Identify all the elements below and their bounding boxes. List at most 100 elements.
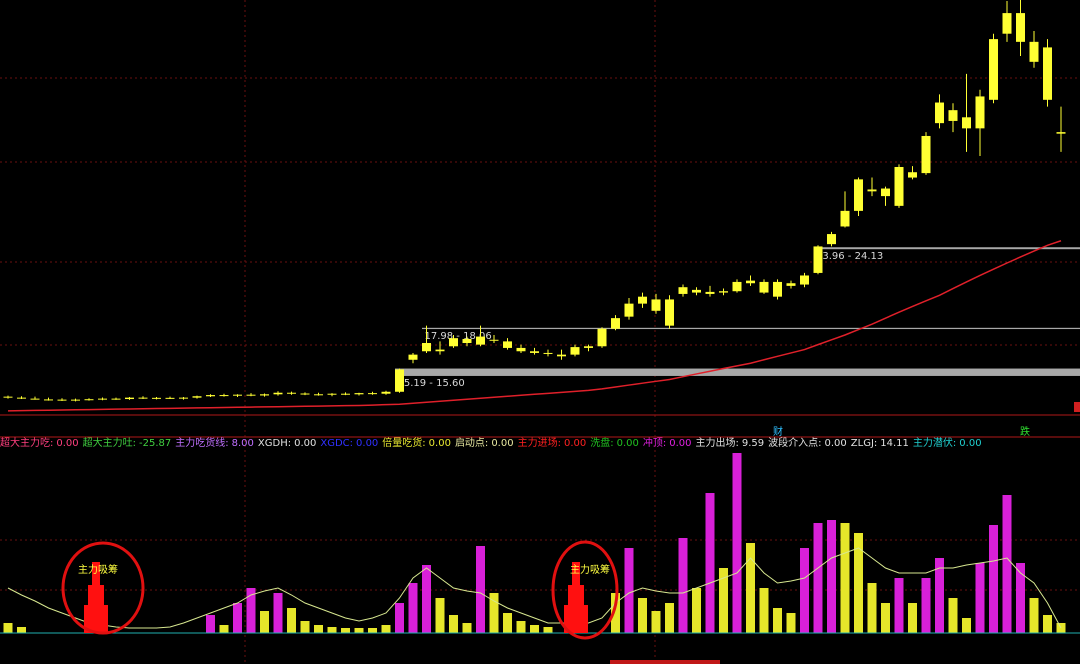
indicator-bar xyxy=(827,520,836,633)
candle-body xyxy=(395,369,404,392)
candle-body xyxy=(449,338,458,347)
indicator-bar xyxy=(395,603,404,633)
indicator-bar xyxy=(678,538,688,633)
candle-body xyxy=(152,397,161,399)
price-zone xyxy=(395,368,1080,376)
indicator-bar xyxy=(219,625,229,633)
indicator-bar xyxy=(17,627,26,633)
candle-body xyxy=(867,189,877,192)
candle-body xyxy=(638,296,647,304)
indicator-bar xyxy=(813,523,823,633)
candle-body xyxy=(435,349,445,352)
signal-bars xyxy=(564,562,588,633)
candle-body xyxy=(543,352,553,354)
indicator-name: 波段介入点: xyxy=(768,438,822,449)
candle-body xyxy=(71,399,80,401)
indicator-name: 启动点: xyxy=(454,438,489,449)
candle-body xyxy=(503,341,512,348)
indicator-name: 洗盘: xyxy=(590,438,614,449)
indicator-bar xyxy=(719,568,728,633)
indicator-value: 14.11 xyxy=(880,438,909,449)
event-marker: 财 xyxy=(773,425,783,438)
indicator-value: 8.00 xyxy=(231,438,254,449)
indicator-bar xyxy=(975,563,985,633)
indicator-bar xyxy=(921,578,931,633)
indicator-name: 倍量吃货: xyxy=(382,438,426,449)
indicator-bar xyxy=(246,588,256,633)
indicator-name: 主力潜伏: xyxy=(912,438,957,449)
candle-body xyxy=(773,281,782,297)
indicator-line xyxy=(7,547,1062,629)
indicator-bar xyxy=(233,603,242,633)
indicator-bar xyxy=(435,598,445,633)
candle-body xyxy=(30,398,40,400)
candle-body xyxy=(962,117,971,129)
candle-body xyxy=(1016,13,1025,42)
indicator-bar xyxy=(314,625,323,633)
candle-body xyxy=(935,102,944,124)
indicator-bar xyxy=(759,588,769,633)
moving-average xyxy=(7,240,1062,412)
indicator-value: -25.87 xyxy=(139,438,172,449)
candle-body xyxy=(138,397,148,399)
candle-body xyxy=(165,397,175,399)
indicator-value: 0.00 xyxy=(824,438,847,449)
indicator-bar xyxy=(341,628,350,633)
indicator-bar xyxy=(3,623,13,633)
candle-body xyxy=(665,299,674,326)
candle-body xyxy=(651,299,661,311)
legend-item: 超大主力吃: 0.00 xyxy=(0,437,79,451)
legend-item: 冲顶: 0.00 xyxy=(643,437,692,451)
indicator-bar xyxy=(503,613,512,633)
candle-body xyxy=(908,172,917,178)
annotation: 主力吸筹 xyxy=(78,563,118,576)
indicator-bar xyxy=(530,625,539,633)
candle-body xyxy=(1002,13,1012,34)
indicator-bar xyxy=(746,543,755,633)
candle-body xyxy=(989,39,998,100)
candle-body xyxy=(516,347,526,352)
event-marker: 跌 xyxy=(1020,425,1030,438)
candle-body xyxy=(975,96,985,129)
candle-body xyxy=(300,393,310,395)
indicator-bar xyxy=(692,588,701,633)
indicator-name: 冲顶: xyxy=(642,438,667,449)
indicator-bar xyxy=(611,593,620,633)
indicator-bar xyxy=(489,593,499,633)
candle-body xyxy=(84,399,94,401)
candle-body xyxy=(462,338,472,344)
candle-body xyxy=(557,354,566,357)
candle-body xyxy=(3,396,13,398)
candle-body xyxy=(476,336,485,345)
indicator-bar xyxy=(476,546,485,633)
legend-item: XGDC: 0.00 xyxy=(320,437,378,451)
candle-body xyxy=(894,166,904,206)
candle-body xyxy=(57,399,67,401)
indicator-bar xyxy=(638,598,647,633)
indicator-bar xyxy=(840,523,850,633)
candle-body xyxy=(786,283,796,286)
indicator-value: 0.00 xyxy=(428,438,451,449)
candle-body xyxy=(570,347,580,355)
candle-body xyxy=(219,395,229,397)
candle-body xyxy=(489,339,499,341)
legend-item: 启动点: 0.00 xyxy=(455,437,514,451)
candle-body xyxy=(827,234,836,245)
indicator-value: 0.00 xyxy=(669,438,692,449)
candle-body xyxy=(381,391,391,394)
candle-body xyxy=(759,281,769,293)
indicator-bar xyxy=(408,583,418,633)
edge-mark xyxy=(1074,402,1080,412)
price-zone xyxy=(422,327,1080,330)
candle-body xyxy=(746,280,755,284)
indicator-value: 0.00 xyxy=(959,438,982,449)
accumulation-signal xyxy=(551,540,619,640)
indicator-bar xyxy=(948,598,958,633)
candle-body xyxy=(44,399,53,401)
candle-body xyxy=(678,287,688,294)
candle-body xyxy=(719,291,728,293)
annotation: 主力吸筹 xyxy=(570,563,610,576)
candle-body xyxy=(813,246,823,273)
candle-body xyxy=(611,318,620,329)
